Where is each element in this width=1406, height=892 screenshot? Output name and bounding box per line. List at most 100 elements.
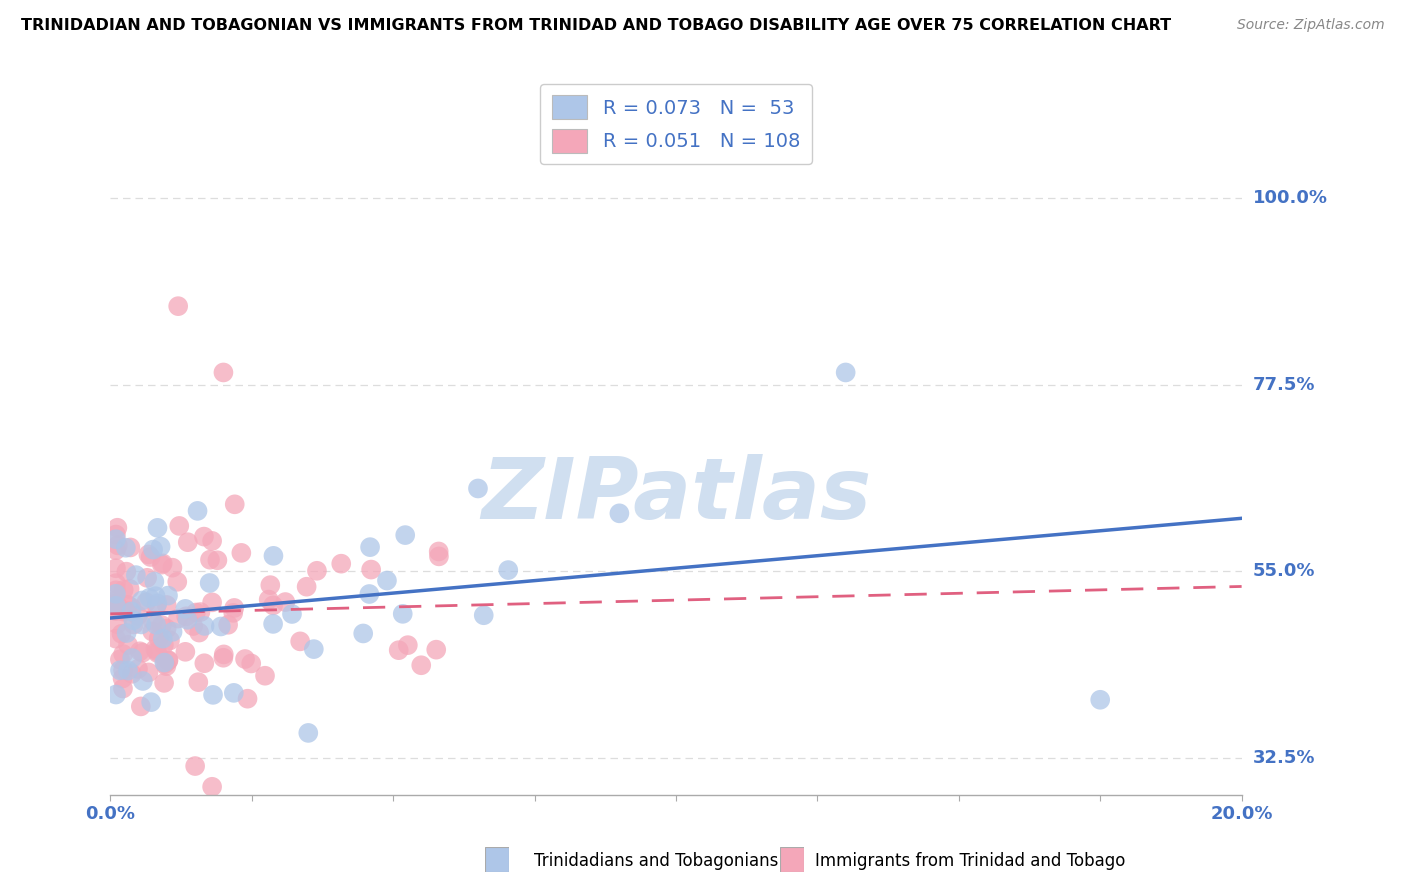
Text: 55.0%: 55.0%	[1253, 562, 1315, 581]
Point	[375, 574, 398, 588]
Point	[150, 618, 173, 632]
Text: 77.5%: 77.5%	[1253, 376, 1315, 394]
Point	[217, 617, 239, 632]
Point	[212, 366, 235, 380]
Point	[222, 606, 245, 620]
Point	[305, 564, 328, 578]
Point	[104, 587, 127, 601]
Point	[115, 565, 138, 579]
Text: Source: ZipAtlas.com: Source: ZipAtlas.com	[1237, 18, 1385, 32]
Point	[609, 506, 631, 520]
Point	[104, 632, 127, 646]
Point	[187, 675, 209, 690]
Point	[138, 665, 160, 680]
Point	[141, 624, 163, 639]
Point	[131, 593, 153, 607]
Point	[302, 642, 325, 657]
Point	[288, 634, 311, 648]
Point	[259, 578, 281, 592]
Point	[330, 557, 353, 571]
Point	[159, 633, 181, 648]
Point	[122, 613, 145, 627]
Point	[127, 608, 149, 623]
Point	[104, 602, 127, 616]
Text: ZIPatlas: ZIPatlas	[481, 454, 872, 537]
Point	[104, 561, 127, 575]
Point	[174, 609, 197, 624]
Point	[146, 521, 169, 535]
Point	[128, 644, 150, 658]
Text: 100.0%: 100.0%	[1253, 189, 1327, 208]
Point	[201, 780, 224, 794]
Point	[198, 552, 221, 566]
Point	[111, 672, 134, 686]
Point	[262, 549, 284, 563]
Point	[120, 541, 142, 555]
Point	[156, 598, 179, 612]
Point	[112, 663, 135, 677]
Point	[425, 642, 447, 657]
Point	[396, 638, 419, 652]
Point	[193, 530, 215, 544]
Point	[352, 626, 374, 640]
Point	[181, 619, 204, 633]
Point	[104, 543, 127, 558]
Point	[127, 662, 149, 676]
Point	[138, 548, 160, 562]
Point	[104, 593, 127, 607]
Point	[136, 571, 159, 585]
Point	[148, 632, 170, 646]
Point	[108, 652, 131, 666]
Point	[176, 613, 198, 627]
Point	[153, 676, 176, 690]
Point	[153, 657, 176, 671]
Point	[104, 688, 127, 702]
Point	[157, 653, 180, 667]
Point	[110, 627, 132, 641]
Point	[281, 607, 304, 621]
Point	[231, 546, 253, 560]
Point	[157, 654, 180, 668]
Point	[104, 533, 127, 547]
Point	[117, 638, 139, 652]
Point	[112, 605, 135, 619]
Point	[105, 617, 128, 632]
Point	[394, 528, 416, 542]
Point	[153, 638, 176, 652]
Point	[121, 651, 143, 665]
Point	[156, 589, 179, 603]
Point	[152, 557, 174, 571]
Point	[153, 656, 176, 670]
Point	[107, 538, 129, 552]
Point	[224, 497, 246, 511]
Point	[209, 619, 232, 633]
Point	[388, 643, 411, 657]
Point	[202, 688, 225, 702]
Point	[233, 652, 256, 666]
Point	[212, 648, 235, 662]
Point	[167, 299, 190, 313]
Point	[104, 604, 127, 618]
Point	[1090, 692, 1112, 706]
Point	[257, 592, 280, 607]
Point	[120, 600, 142, 615]
Point	[145, 599, 167, 613]
Point	[145, 617, 167, 632]
Point	[146, 646, 169, 660]
Point	[104, 583, 127, 598]
Point	[121, 604, 143, 618]
Point	[472, 608, 495, 623]
Text: 32.5%: 32.5%	[1253, 748, 1315, 767]
Point	[155, 659, 177, 673]
Point	[193, 657, 215, 671]
Point	[391, 607, 413, 621]
Point	[135, 595, 157, 609]
Point	[112, 647, 135, 661]
Point	[139, 695, 162, 709]
Point	[129, 617, 152, 632]
Legend: R = 0.073   N =  53, R = 0.051   N = 108: R = 0.073 N = 53, R = 0.051 N = 108	[540, 84, 811, 164]
Point	[131, 646, 153, 660]
Point	[236, 691, 259, 706]
Point	[295, 580, 318, 594]
Point	[104, 576, 127, 591]
